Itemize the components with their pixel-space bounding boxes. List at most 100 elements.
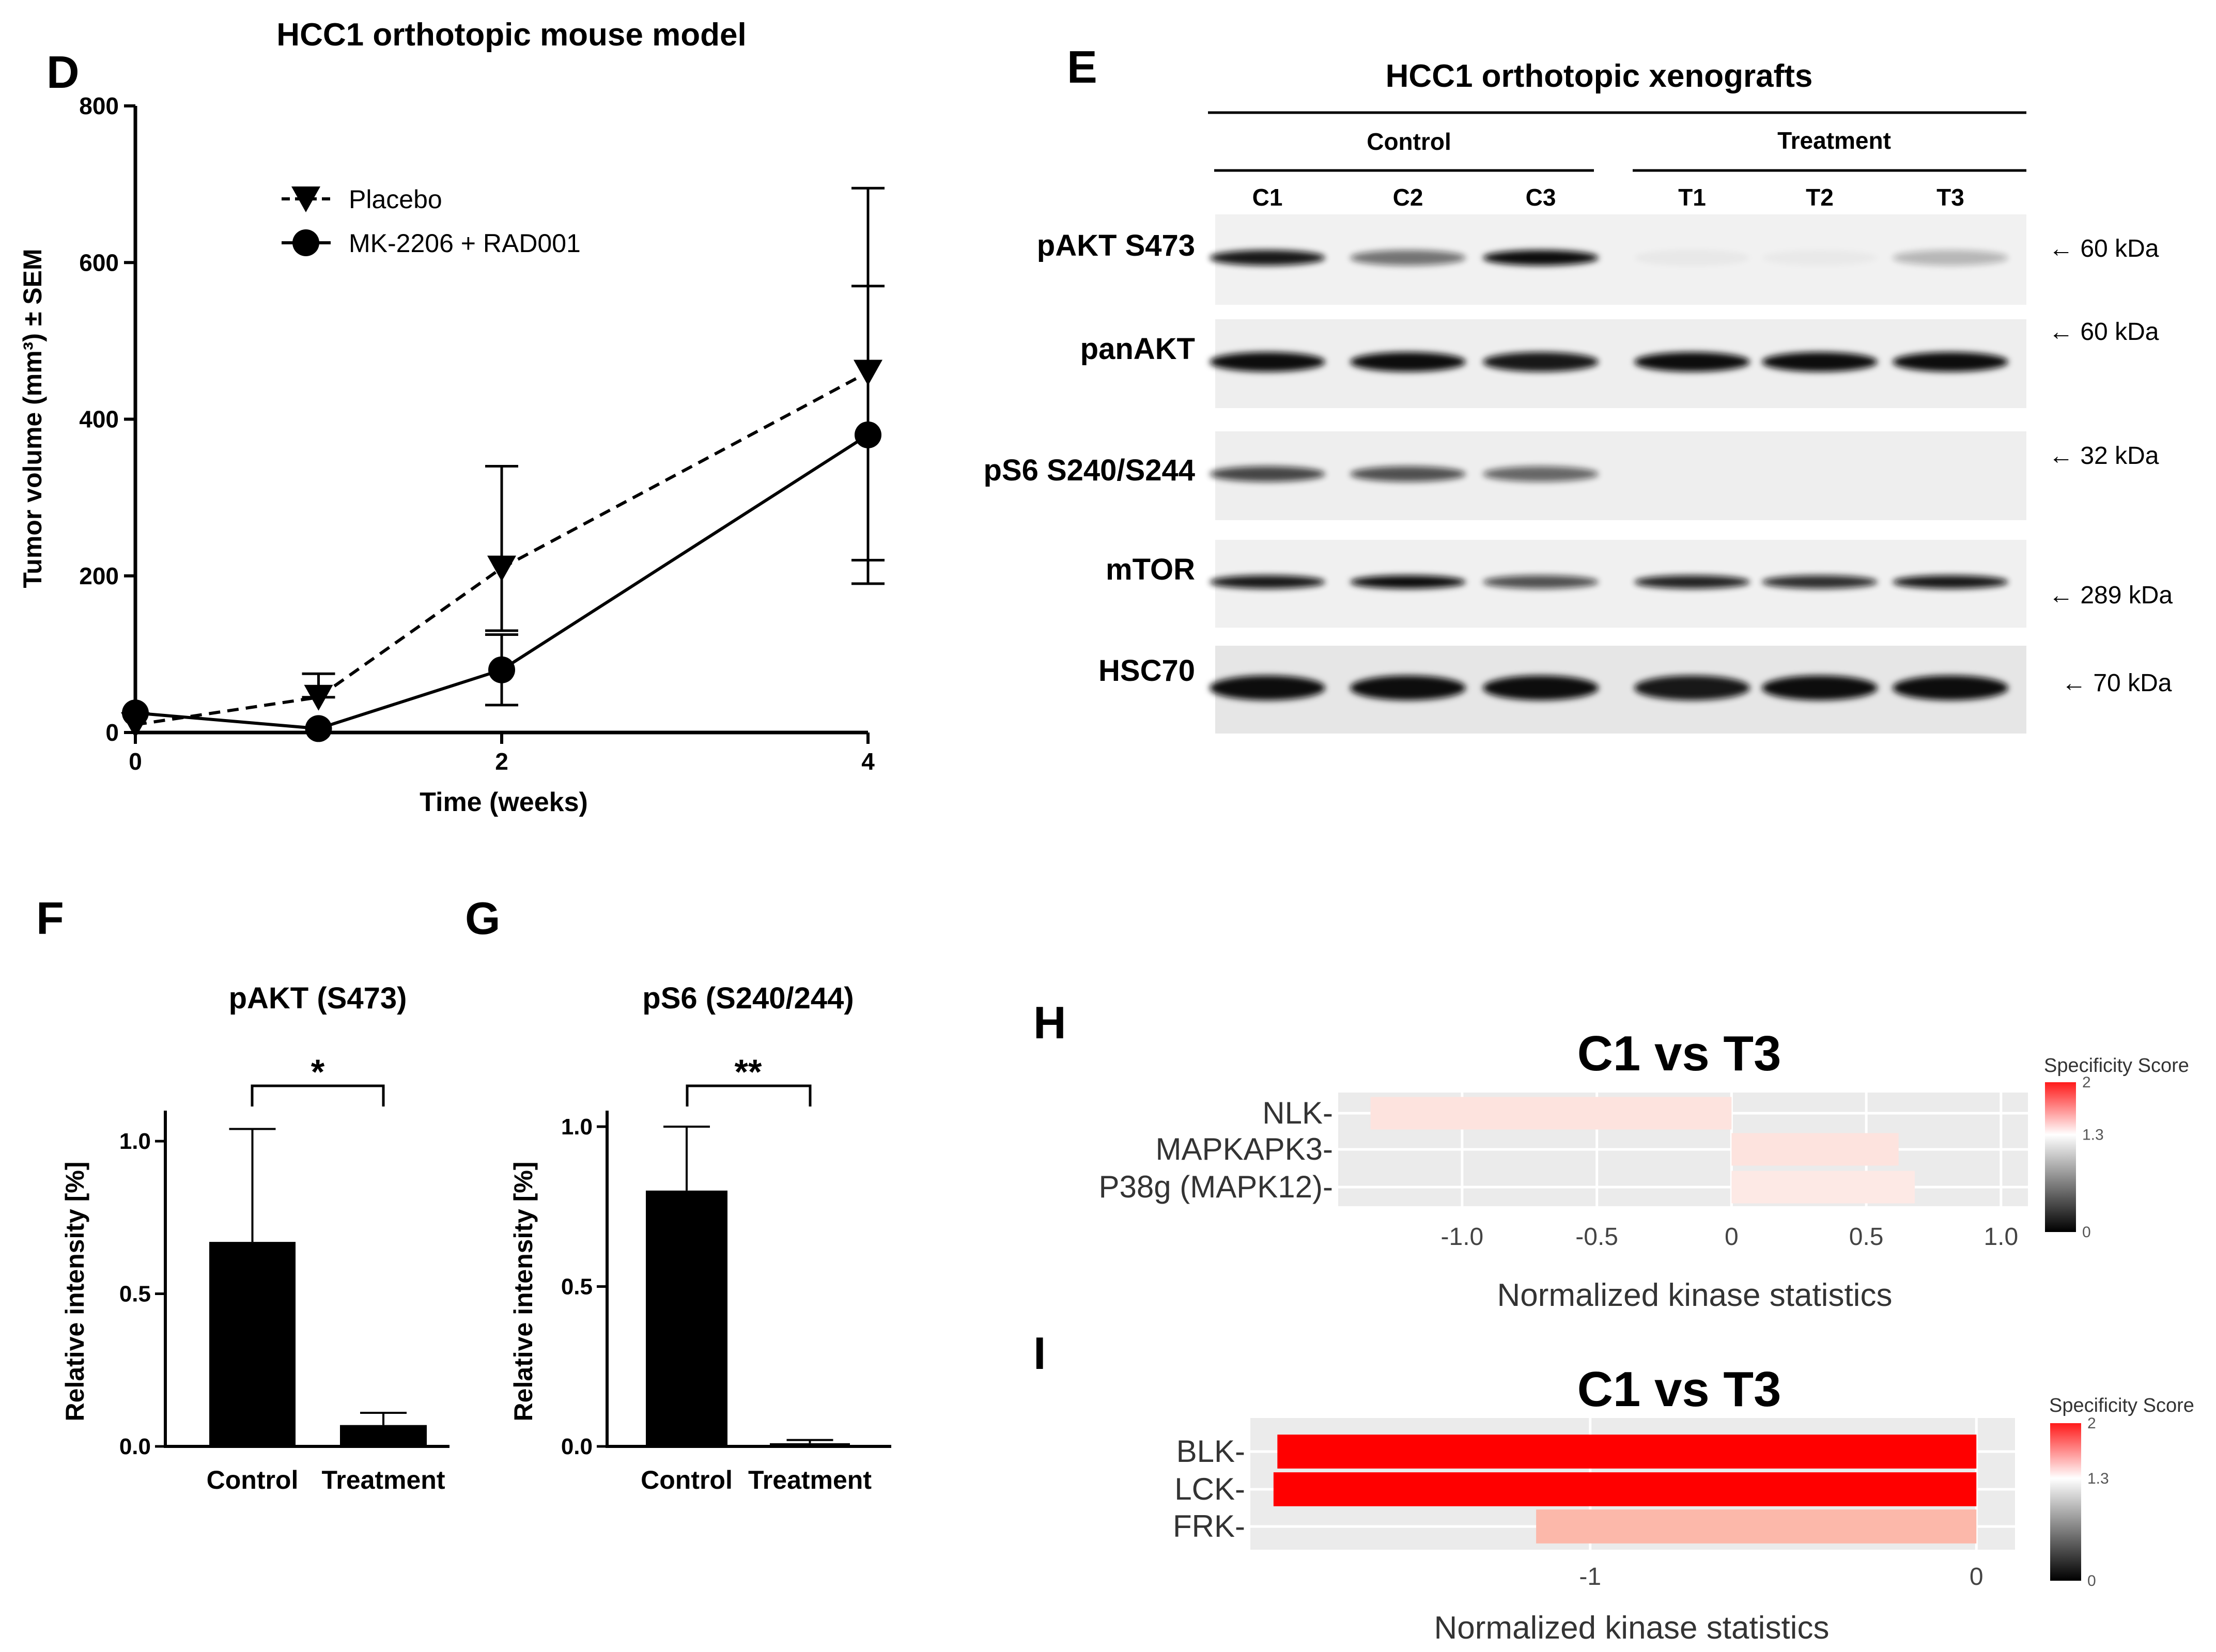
blot-band [1350,466,1466,482]
x-tick-label: 4 [861,748,875,775]
kinase-bar [1277,1435,1977,1469]
x-tick-label: 2 [495,748,508,775]
panel-f-chart: 0.0 0.5 1.0 Control Treatment [119,1084,450,1494]
lane-label: T3 [1936,184,1964,211]
blot-band [1483,250,1599,266]
row-label: mTOR [1106,553,1195,586]
blot-band [1634,250,1750,266]
data-point [305,715,332,742]
panel-d-axes: 0 200 400 600 800 0 2 4 [79,92,875,775]
bar [209,1242,296,1446]
colorbar-tick-label: 2 [2082,1074,2091,1091]
panel-d-title: HCC1 orthotopic mouse model [276,17,746,53]
panel-f-letter: F [36,893,64,944]
lane-label: T1 [1678,184,1706,211]
blot-band [1350,575,1466,589]
y-tick-label: 0 [105,719,119,746]
blot-band [1893,675,2008,700]
panel-i-title: C1 vs T3 [1577,1362,1781,1417]
bar [340,1425,427,1446]
blot-strip [1215,646,2026,734]
legend-marker [291,186,320,212]
kinase-label: LCK- [1174,1472,1245,1506]
panel-h-xlabel: Normalized kinase statistics [1497,1277,1893,1313]
data-point [855,421,881,448]
panel-i: I C1 vs T3 Normalized kinase statistics … [1033,1328,2194,1646]
blot-band [1210,466,1325,482]
x-tick-label: 0 [129,748,142,775]
significance-bracket [251,1084,385,1106]
panel-f-title: pAKT (S473) [229,981,407,1015]
kda-label: ← 289 kDa [2049,582,2173,609]
panel-g: G pS6 (S240/244) Relative intensity [%] … [465,893,891,1494]
panel-h-legend: 21.30 [2045,1074,2104,1241]
y-tick-label: 0.5 [119,1282,151,1307]
blot-strip [1215,431,2026,520]
kinase-label: FRK- [1173,1509,1245,1544]
blot-band [1634,675,1750,700]
panel-h-title: C1 vs T3 [1577,1026,1781,1081]
y-tick-label: 0.0 [119,1434,151,1459]
kinase-bar [1273,1472,1977,1506]
row-label: panAKT [1080,332,1195,366]
blot-band [1893,352,2008,372]
y-tick-label: 1.0 [561,1114,593,1140]
blot-strip [1215,319,2026,408]
blot-band [1350,675,1466,700]
specificity-colorbar [2045,1082,2076,1232]
panel-e-letter: E [1067,41,1097,92]
kinase-bar [1536,1509,1977,1544]
kinase-bar [1731,1133,1899,1166]
panel-g-chart: 0.0 0.5 1.0 Control Treatment [561,1084,891,1494]
panel-e: E HCC1 orthotopic xenografts Control Trea… [983,41,2173,734]
kinase-bar [1731,1171,1915,1204]
blot-band [1762,352,1878,372]
kinase-label: P38g (MAPK12)- [1098,1170,1333,1204]
panel-d: D HCC1 orthotopic mouse model Tumor volu… [18,17,885,817]
y-tick-label: 0.5 [561,1274,593,1299]
series-line-1 [135,370,869,726]
lane-label: C2 [1393,184,1423,211]
blot-band [1762,575,1878,589]
x-tick-label: 0 [1725,1223,1739,1251]
blot-band [1762,675,1878,700]
row-label: HSC70 [1098,654,1195,688]
legend-label: MK-2206 + RAD001 [349,229,581,258]
lane-label: C3 [1526,184,1556,211]
row-label: pAKT S473 [1037,229,1195,262]
blot-band [1634,352,1750,372]
blot-band [1350,352,1466,372]
blot-band [1893,575,2008,589]
colorbar-tick-label: 1.3 [2082,1127,2104,1144]
blot-band [1210,575,1325,589]
x-tick-label: 0 [1970,1563,1983,1591]
y-tick-label: 200 [79,563,119,589]
blot-band [1210,250,1325,266]
panel-f: F pAKT (S473) Relative intensity [%] * 0… [36,893,450,1494]
panel-h-letter: H [1033,997,1066,1048]
legend-marker [292,229,319,256]
y-tick-label: 800 [79,92,119,119]
panel-i-xlabel: Normalized kinase statistics [1434,1610,1830,1646]
panel-i-chart: -1 0 BLK-LCK-FRK- [1173,1418,2015,1591]
panel-i-legend: 21.30 [2050,1415,2109,1589]
x-tick-label: -1 [1579,1563,1601,1591]
y-tick-label: 400 [79,406,119,433]
y-tick-label: 600 [79,249,119,276]
colorbar-tick-label: 0 [2082,1224,2091,1241]
x-tick-label: Treatment [322,1466,445,1494]
x-tick-label: Treatment [748,1466,872,1494]
x-tick-label: -0.5 [1575,1223,1618,1251]
y-tick-label: 0.0 [561,1434,593,1459]
blot-band [1210,352,1325,372]
group-label-control: Control [1367,128,1451,155]
lane-label: T2 [1806,184,1834,211]
blot-band [1634,575,1750,589]
blot-band [1483,675,1599,700]
panel-g-ylabel: Relative intensity [%] [509,1162,538,1422]
blot-band [1893,250,2008,266]
kinase-bar [1370,1097,1732,1130]
kinase-label: MAPKAPK3- [1156,1132,1333,1166]
